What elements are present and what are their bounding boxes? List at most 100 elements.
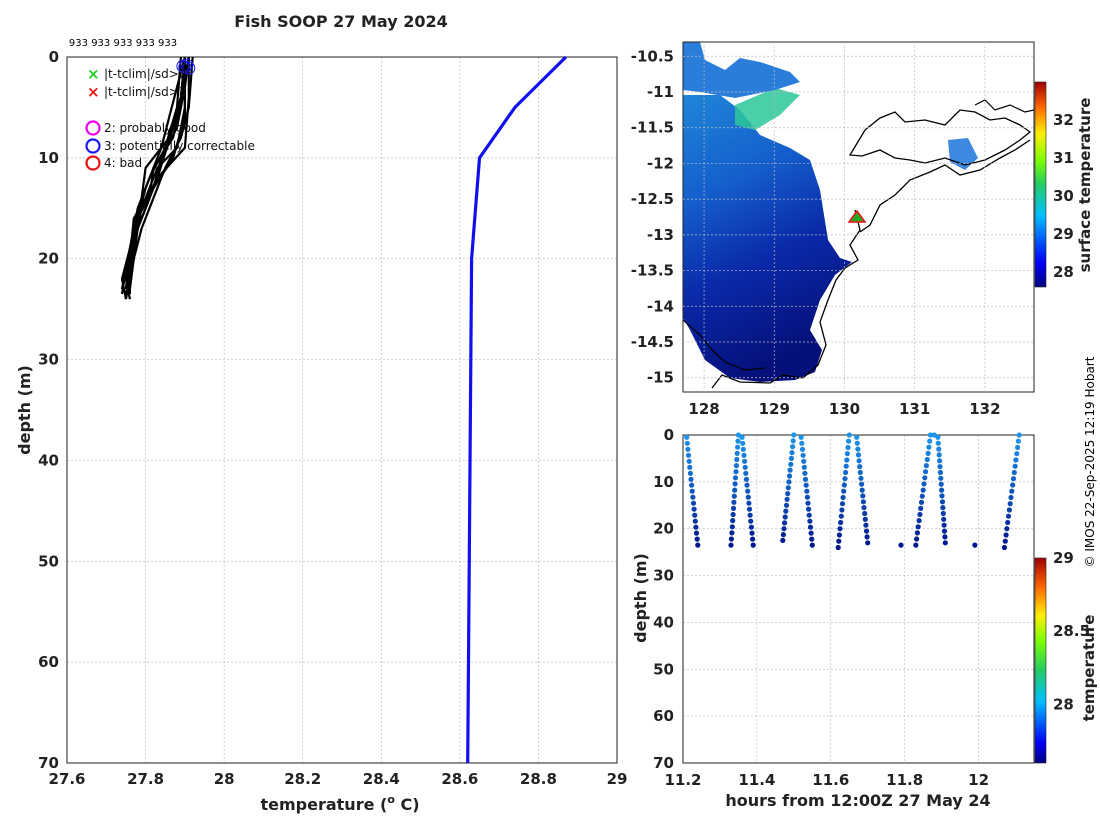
section-point <box>935 434 941 440</box>
section-point <box>857 469 863 476</box>
section-point <box>1005 513 1012 519</box>
map-ticks: 128 129 130 131 132 -10.5 -11 -11.5 -12 -12.5 -13 -… <box>631 42 1034 418</box>
coastline-island <box>848 109 1032 166</box>
section-ytick-label: 0 <box>664 426 674 444</box>
section-point <box>748 524 755 530</box>
section-point <box>861 505 867 511</box>
section-point <box>743 470 749 476</box>
section-point <box>936 452 942 458</box>
section-point <box>835 544 841 551</box>
section-point <box>941 528 948 534</box>
section-ytick-label: 10 <box>653 473 674 491</box>
section-point <box>799 446 806 452</box>
map-ytick-label: -12 <box>647 154 674 172</box>
map-ytick-label: -12.5 <box>631 190 674 208</box>
section-ytick-label: 40 <box>653 613 674 631</box>
legend-label: |t-tclim|/sd>2 <box>104 67 186 81</box>
section-point <box>937 458 943 464</box>
section-point <box>693 524 699 530</box>
map-ytick-label: -13 <box>647 226 674 244</box>
section-point <box>786 473 793 479</box>
section-point <box>1004 526 1010 532</box>
profile-lines <box>120 55 568 764</box>
section-point <box>685 446 691 452</box>
coastline-east <box>859 139 1031 233</box>
section-colorbar <box>1034 557 1047 764</box>
section-point <box>840 494 846 501</box>
xlabel-part1: temperature ( <box>260 795 387 814</box>
section-ylabel: depth (m) <box>631 553 650 643</box>
coastline <box>711 209 861 389</box>
profile-axes-box <box>66 56 618 764</box>
section-point <box>844 451 851 457</box>
section-point <box>803 482 809 488</box>
section-point <box>733 463 740 469</box>
profile-ytick-label: 30 <box>38 351 59 369</box>
section-point <box>685 452 692 458</box>
profile-line-profile-9 <box>120 57 186 290</box>
section-point <box>695 542 701 548</box>
profile-ytick-label: 10 <box>38 149 59 167</box>
section-point <box>1005 519 1011 526</box>
profile-xtick-label: 28.6 <box>441 770 478 788</box>
section-point <box>808 530 814 536</box>
map-xtick-label: 131 <box>899 400 930 418</box>
section-point <box>913 542 919 548</box>
profile-xtick-label: 28.2 <box>284 770 321 788</box>
chart-title: Fish SOOP 27 May 2024 <box>234 12 448 31</box>
section-point <box>786 479 792 485</box>
section-point <box>1010 476 1017 482</box>
section-point <box>783 508 789 514</box>
section-point <box>740 446 746 452</box>
section-point <box>843 469 849 476</box>
section-point <box>809 536 815 542</box>
map-xtick-label: 132 <box>969 400 1000 418</box>
section-point <box>692 518 698 524</box>
section-point <box>841 482 847 488</box>
section-point <box>939 487 945 493</box>
section-point <box>860 493 866 499</box>
section-point <box>844 457 850 463</box>
profile-ytick-label: 20 <box>38 250 59 268</box>
section-point <box>862 516 868 522</box>
map-colorbar-tick-label: 28 <box>1053 263 1074 281</box>
section-point <box>746 506 753 512</box>
profile-line-climatology <box>466 55 568 764</box>
section-xlabel: hours from 12:00Z 27 May 24 <box>725 791 990 810</box>
section-point <box>858 475 864 481</box>
section-point <box>839 507 845 513</box>
section-point <box>802 476 809 482</box>
section-point <box>806 512 812 518</box>
section-point <box>917 511 923 518</box>
section-point <box>744 482 750 488</box>
section-point <box>780 537 786 544</box>
profile-ytick-label: 60 <box>38 653 59 671</box>
map-ytick-label: -15 <box>647 369 674 387</box>
legend-label: 2: probably good <box>104 121 206 135</box>
section-point <box>1003 532 1009 538</box>
map-colorbar-tick-label: 29 <box>1053 225 1074 243</box>
map-ytick-label: -10.5 <box>631 47 674 65</box>
profile-ylabel: depth (m) <box>15 365 34 455</box>
section-point <box>730 505 737 511</box>
section-point <box>937 464 943 470</box>
map-colorbar-tick-label: 32 <box>1053 111 1074 129</box>
section-point <box>939 499 946 505</box>
flag-marker <box>182 61 196 75</box>
section-point <box>936 446 942 452</box>
section-point <box>1002 538 1008 544</box>
section-point <box>690 494 696 500</box>
legend-label: 4: bad <box>104 156 142 170</box>
section-point <box>801 464 807 470</box>
map-colorbar <box>1034 81 1047 288</box>
section-point <box>806 506 812 512</box>
section-point <box>782 514 788 520</box>
section-point <box>807 518 813 524</box>
section-point <box>855 446 861 452</box>
section-point <box>731 493 737 499</box>
legend-circle-icon <box>85 155 101 171</box>
section-point <box>693 530 700 536</box>
section-point <box>689 482 695 488</box>
section-point <box>731 499 737 505</box>
section-point <box>750 542 756 548</box>
